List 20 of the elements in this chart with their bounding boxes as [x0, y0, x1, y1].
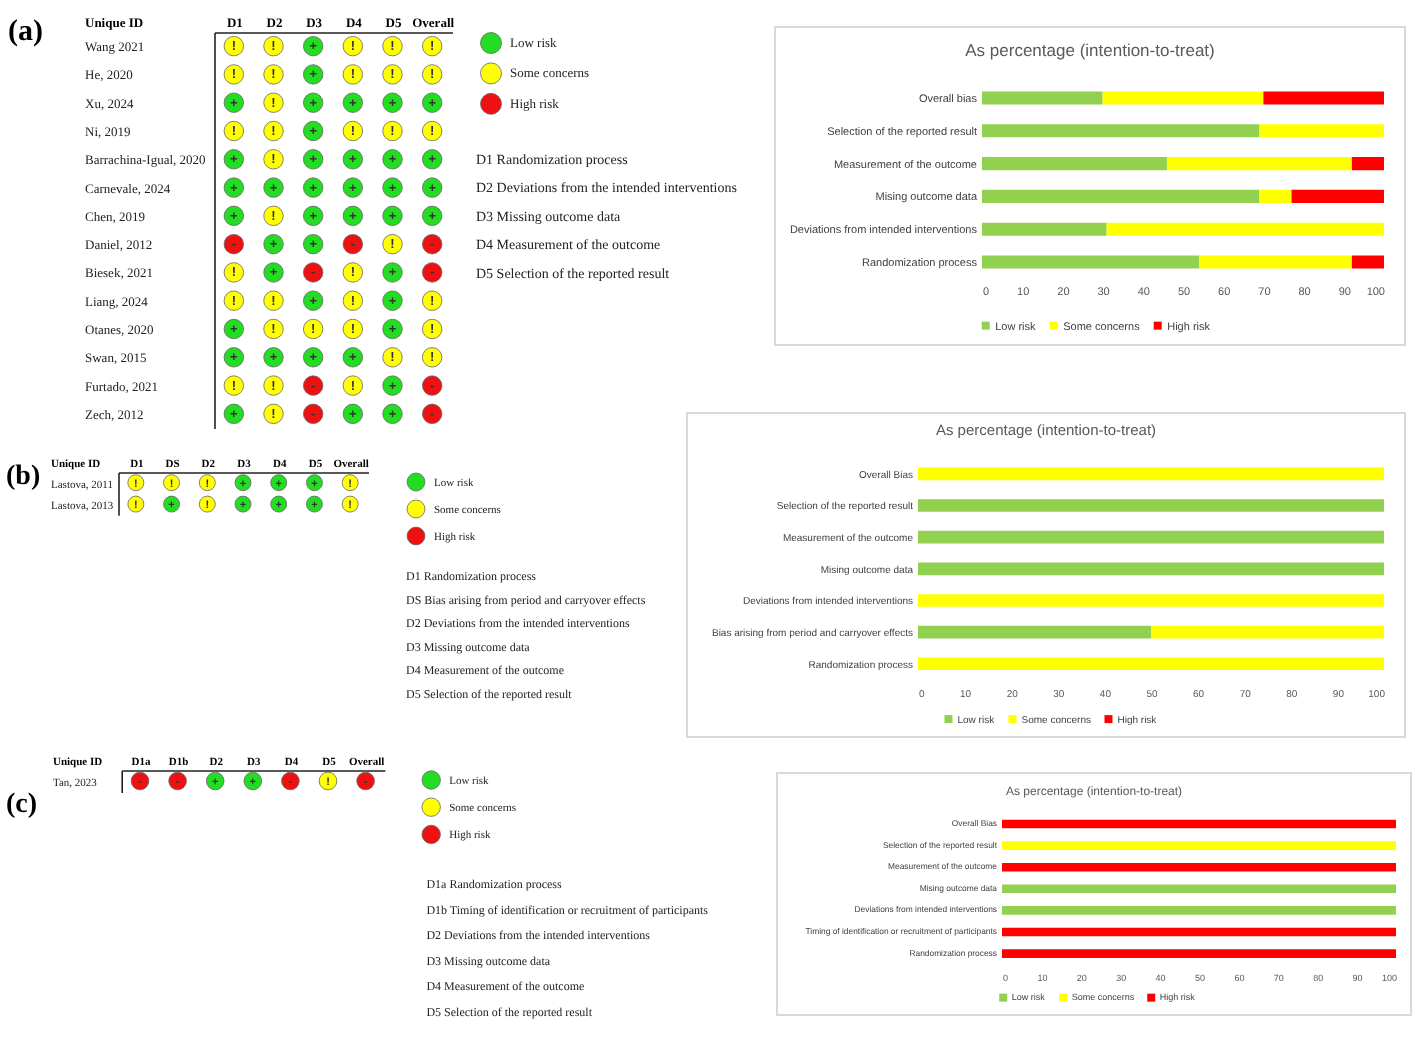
text: (c) — [6, 790, 38, 820]
bar — [1106, 222, 1384, 236]
bar — [1199, 255, 1352, 269]
chart-title: As percentage (intention-to-treat) — [965, 39, 1216, 60]
bar — [1259, 189, 1292, 203]
bar — [1291, 189, 1384, 203]
bar — [1259, 124, 1384, 138]
bar — [1351, 157, 1384, 171]
bar — [1102, 91, 1264, 105]
bar — [982, 189, 1260, 203]
bar — [982, 222, 1107, 236]
text: (b) — [6, 462, 41, 492]
bar — [982, 124, 1260, 138]
bar — [1166, 157, 1352, 171]
text: (a) — [8, 16, 43, 48]
bar — [1351, 255, 1384, 269]
bar — [982, 91, 1103, 105]
bar — [982, 255, 1200, 269]
bar — [982, 157, 1167, 171]
bar — [1263, 91, 1384, 105]
